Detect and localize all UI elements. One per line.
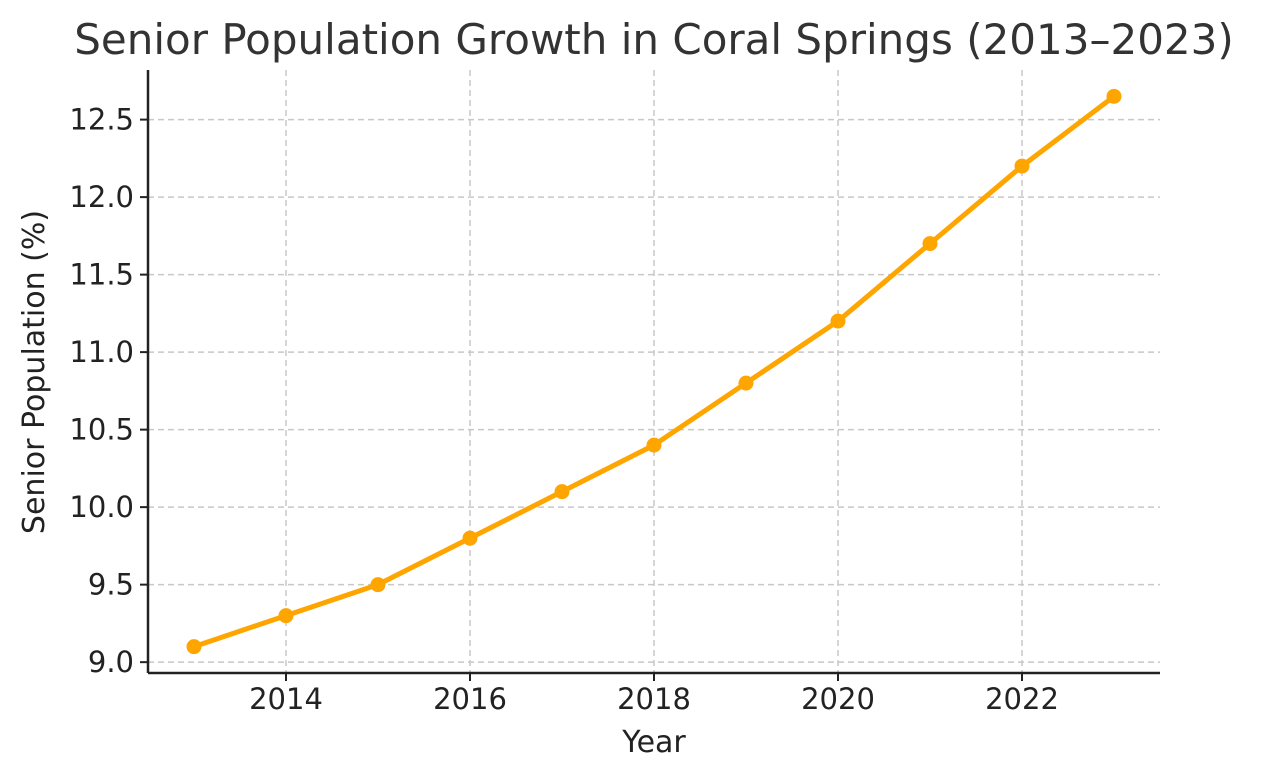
data-point <box>462 530 478 546</box>
data-point <box>1014 158 1030 174</box>
y-axis-label: Senior Population (%) <box>17 210 52 534</box>
data-point <box>1106 88 1122 104</box>
data-point <box>830 313 846 329</box>
data-point <box>554 484 570 500</box>
ticks: 2014 2016 2018 2020 2022 9.0 9.5 10.0 10.5 11.0 11… <box>69 103 1058 716</box>
x-axis-label: Year <box>621 725 686 760</box>
y-tick-label: 12.5 <box>69 103 134 137</box>
data-point <box>278 608 294 624</box>
y-tick-label: 12.0 <box>69 180 134 214</box>
x-tick-label: 2014 <box>249 682 323 716</box>
y-tick-label: 9.5 <box>88 568 134 602</box>
data-point <box>738 375 754 391</box>
x-tick-label: 2022 <box>985 682 1059 716</box>
y-tick-label: 10.5 <box>69 413 134 447</box>
y-tick-label: 11.0 <box>69 335 134 369</box>
grid <box>148 70 1160 673</box>
y-tick-label: 10.0 <box>69 490 134 524</box>
x-tick-label: 2018 <box>617 682 691 716</box>
data-point <box>922 236 938 252</box>
data-point <box>186 639 202 655</box>
x-tick-label: 2016 <box>433 682 507 716</box>
data-point <box>370 577 386 593</box>
data-point <box>646 437 662 453</box>
series <box>186 88 1122 655</box>
y-tick-label: 11.5 <box>69 258 134 292</box>
chart-title: Senior Population Growth in Coral Spring… <box>74 15 1234 64</box>
y-tick-label: 9.0 <box>88 645 134 679</box>
x-tick-label: 2020 <box>801 682 875 716</box>
